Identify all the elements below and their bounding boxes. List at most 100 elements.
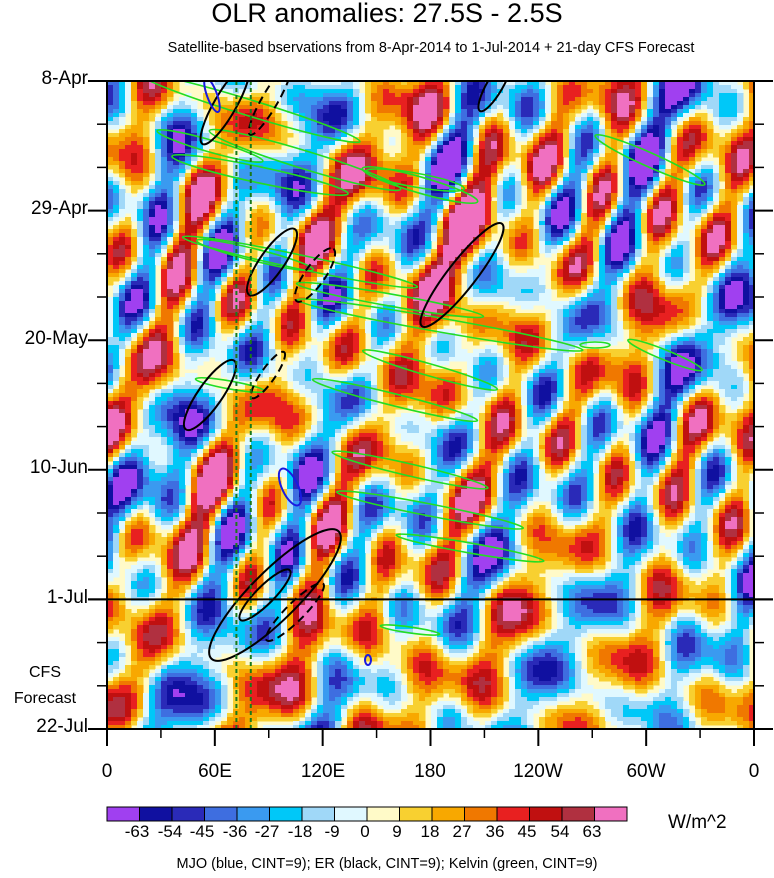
olr-cell (305, 97, 312, 102)
olr-cell (251, 133, 258, 138)
olr-cell (581, 157, 588, 162)
olr-cell (659, 229, 666, 234)
olr-cell (173, 121, 180, 126)
olr-cell (515, 197, 522, 202)
olr-cell (227, 85, 234, 90)
olr-cell (269, 145, 276, 150)
olr-cell (599, 101, 606, 106)
olr-cell (641, 277, 648, 282)
olr-cell (221, 261, 228, 266)
olr-cell (389, 241, 396, 246)
olr-cell (641, 141, 648, 146)
olr-cell (323, 217, 330, 222)
olr-cell (341, 273, 348, 278)
olr-cell (383, 193, 390, 198)
olr-cell (707, 257, 714, 262)
olr-cell (149, 257, 156, 262)
olr-cell (473, 193, 480, 198)
olr-cell (137, 161, 144, 166)
olr-cell (479, 213, 486, 218)
olr-cell (173, 265, 180, 270)
olr-cell (263, 217, 270, 222)
olr-cell (185, 113, 192, 118)
olr-cell (635, 101, 642, 106)
olr-cell (713, 181, 720, 186)
olr-cell (455, 217, 462, 222)
olr-cell (341, 257, 348, 262)
olr-cell (137, 241, 144, 246)
olr-cell (737, 113, 744, 118)
olr-cell (149, 113, 156, 118)
olr-cell (179, 137, 186, 142)
olr-cell (635, 245, 642, 250)
olr-cell (389, 221, 396, 226)
olr-cell (125, 205, 132, 210)
olr-cell (209, 277, 216, 282)
olr-cell (503, 121, 510, 126)
olr-cell (701, 217, 708, 222)
olr-cell (323, 225, 330, 230)
olr-cell (731, 109, 738, 114)
olr-cell (503, 209, 510, 214)
olr-cell (419, 257, 426, 262)
olr-cell (143, 213, 150, 218)
olr-cell (419, 161, 426, 166)
olr-cell (575, 253, 582, 258)
olr-cell (311, 181, 318, 186)
olr-cell (503, 93, 510, 98)
olr-cell (647, 137, 654, 142)
olr-cell (407, 169, 414, 174)
olr-cell (551, 81, 558, 86)
olr-cell (665, 225, 672, 230)
olr-cell (401, 113, 408, 118)
olr-cell (701, 129, 708, 134)
olr-cell (623, 269, 630, 274)
olr-cell (365, 173, 372, 178)
olr-cell (593, 141, 600, 146)
olr-cell (509, 245, 516, 250)
olr-cell (119, 201, 126, 206)
olr-cell (737, 225, 744, 230)
olr-cell (551, 237, 558, 242)
olr-cell (203, 225, 210, 230)
olr-cell (635, 97, 642, 102)
olr-cell (623, 165, 630, 170)
olr-cell (221, 117, 228, 122)
olr-cell (317, 157, 324, 162)
olr-cell (569, 81, 576, 86)
olr-cell (713, 149, 720, 154)
olr-cell (245, 145, 252, 150)
olr-cell (263, 101, 270, 106)
olr-cell (671, 221, 678, 226)
olr-cell (659, 165, 666, 170)
olr-cell (473, 93, 480, 98)
olr-cell (431, 213, 438, 218)
olr-cell (713, 169, 720, 174)
olr-cell (281, 281, 288, 286)
olr-cell (335, 129, 342, 134)
olr-cell (281, 133, 288, 138)
olr-cell (731, 153, 738, 158)
olr-cell (377, 169, 384, 174)
olr-cell (503, 193, 510, 198)
olr-cell (647, 241, 654, 246)
olr-cell (449, 241, 456, 246)
olr-cell (671, 165, 678, 170)
olr-cell (173, 165, 180, 170)
olr-cell (719, 233, 726, 238)
olr-cell (437, 153, 444, 158)
olr-cell (689, 217, 696, 222)
olr-cell (215, 257, 222, 262)
olr-cell (131, 181, 138, 186)
olr-cell (365, 185, 372, 190)
olr-cell (209, 121, 216, 126)
olr-cell (179, 201, 186, 206)
olr-cell (683, 245, 690, 250)
olr-cell (563, 265, 570, 270)
olr-cell (593, 157, 600, 162)
olr-cell (449, 249, 456, 254)
olr-cell (197, 261, 204, 266)
olr-cell (389, 173, 396, 178)
olr-cell (521, 157, 528, 162)
olr-cell (137, 165, 144, 170)
